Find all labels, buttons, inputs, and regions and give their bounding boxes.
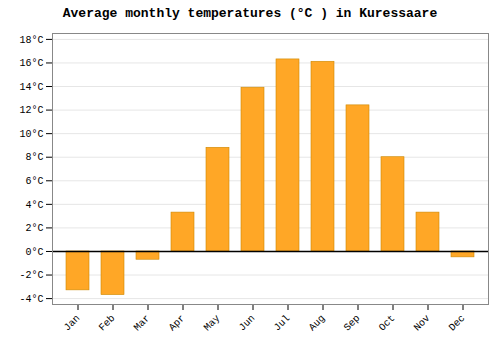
svg-text:Dec: Dec	[447, 313, 468, 334]
svg-text:12°C: 12°C	[19, 105, 43, 116]
svg-text:Mar: Mar	[132, 313, 153, 334]
svg-text:-2°C: -2°C	[19, 270, 43, 281]
svg-text:6°C: 6°C	[25, 176, 43, 187]
svg-text:Sep: Sep	[342, 313, 363, 334]
svg-text:Feb: Feb	[97, 313, 118, 334]
svg-text:Oct: Oct	[377, 313, 398, 334]
svg-text:-4°C: -4°C	[19, 294, 43, 305]
svg-text:14°C: 14°C	[19, 82, 43, 93]
svg-text:Nov: Nov	[412, 313, 433, 334]
svg-text:Jul: Jul	[272, 313, 293, 334]
svg-text:16°C: 16°C	[19, 58, 43, 69]
html-text:Average monthly temperatures (: Average monthly temperatures (°C ) in Ku…	[62, 6, 438, 21]
svg-text:Apr: Apr	[167, 313, 188, 334]
svg-text:2°C: 2°C	[25, 223, 43, 234]
svg-text:Aug: Aug	[307, 313, 328, 334]
svg-text:8°C: 8°C	[25, 152, 43, 163]
svg-text:Jan: Jan	[62, 313, 83, 334]
svg-text:0°C: 0°C	[25, 247, 43, 258]
svg-text:Jun: Jun	[237, 313, 258, 334]
svg-text:May: May	[202, 313, 223, 334]
svg-text:10°C: 10°C	[19, 129, 43, 140]
svg-text:4°C: 4°C	[25, 200, 43, 211]
svg-text:18°C: 18°C	[19, 35, 43, 46]
